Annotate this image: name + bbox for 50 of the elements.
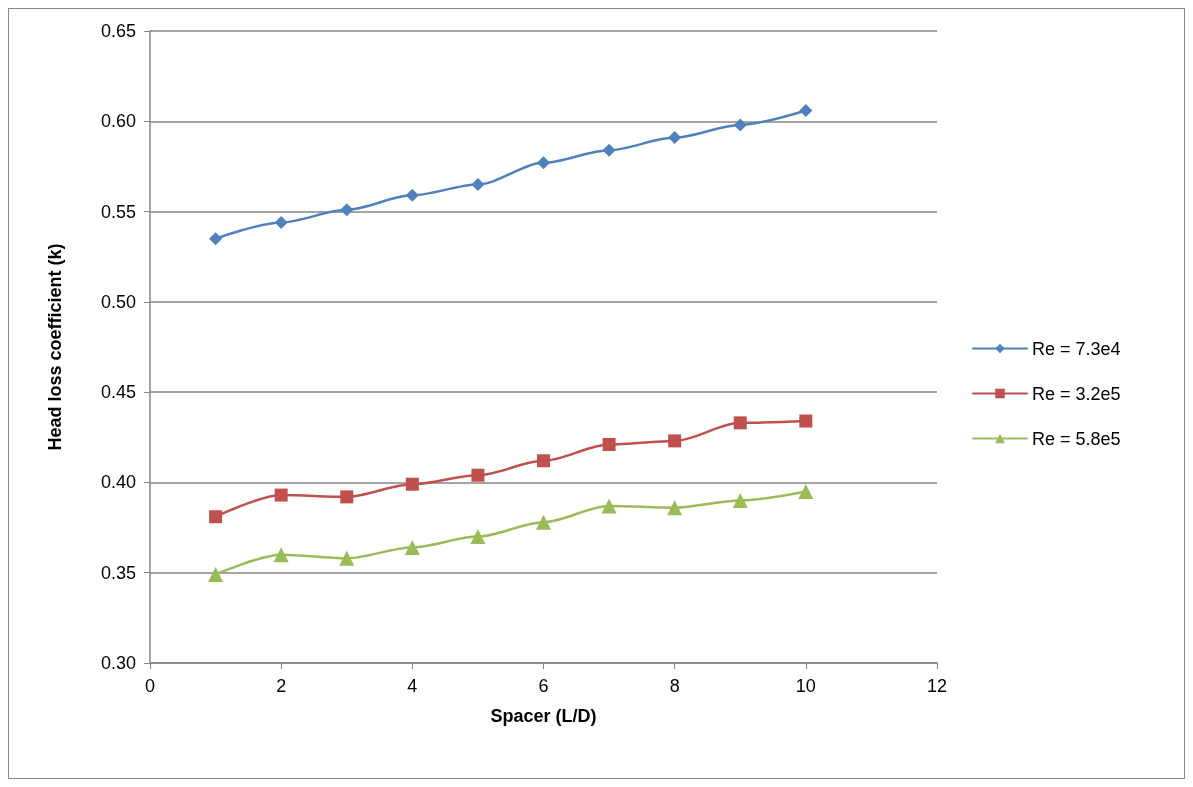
point bbox=[471, 468, 485, 482]
point bbox=[209, 510, 223, 524]
y-axis-title: Head loss coefficient (k) bbox=[45, 243, 65, 451]
x-tick-label: 12 bbox=[926, 676, 948, 696]
point bbox=[537, 156, 550, 170]
point bbox=[732, 492, 748, 508]
y-tick-label: 0.65 bbox=[100, 21, 136, 41]
x-tick-label: 0 bbox=[144, 676, 156, 696]
point bbox=[602, 438, 616, 452]
point bbox=[733, 416, 747, 430]
y-tick-label: 0.35 bbox=[100, 562, 136, 583]
point bbox=[208, 567, 224, 583]
x-tick-label: 6 bbox=[538, 676, 549, 696]
point bbox=[274, 488, 288, 502]
legend-label: Re = 5.8e5 bbox=[1032, 428, 1121, 449]
point bbox=[668, 131, 682, 145]
point bbox=[536, 514, 551, 530]
point bbox=[339, 550, 355, 566]
point bbox=[340, 203, 354, 217]
point bbox=[340, 490, 354, 504]
x-tick-label: 4 bbox=[407, 676, 418, 696]
x-axis-title: Spacer (L/D) bbox=[490, 706, 597, 726]
point bbox=[274, 215, 288, 229]
point bbox=[209, 232, 223, 246]
point bbox=[404, 539, 420, 555]
point bbox=[798, 483, 814, 499]
point bbox=[601, 498, 617, 514]
point bbox=[470, 529, 486, 545]
point bbox=[799, 103, 813, 117]
point bbox=[405, 188, 419, 202]
y-tick-label: 0.50 bbox=[100, 291, 136, 312]
point bbox=[537, 454, 550, 468]
point bbox=[405, 477, 419, 491]
y-tick-label: 0.45 bbox=[100, 382, 136, 403]
point bbox=[667, 500, 683, 516]
legend-label: Re = 3.2e5 bbox=[1032, 383, 1121, 404]
x-tick-label: 8 bbox=[669, 676, 680, 696]
legend-label: Re = 7.3e4 bbox=[1032, 338, 1121, 359]
x-tick-label: 2 bbox=[276, 676, 287, 696]
x-tick-label: 10 bbox=[795, 676, 816, 696]
y-tick-label: 0.40 bbox=[100, 472, 136, 493]
y-tick-label: 0.55 bbox=[100, 201, 136, 222]
point bbox=[602, 143, 616, 157]
y-tick-label: 0.30 bbox=[100, 653, 136, 673]
point bbox=[799, 414, 813, 428]
point bbox=[471, 177, 485, 191]
y-tick-label: 0.60 bbox=[100, 111, 136, 132]
point bbox=[668, 434, 682, 448]
point bbox=[273, 547, 289, 563]
point bbox=[733, 118, 747, 132]
